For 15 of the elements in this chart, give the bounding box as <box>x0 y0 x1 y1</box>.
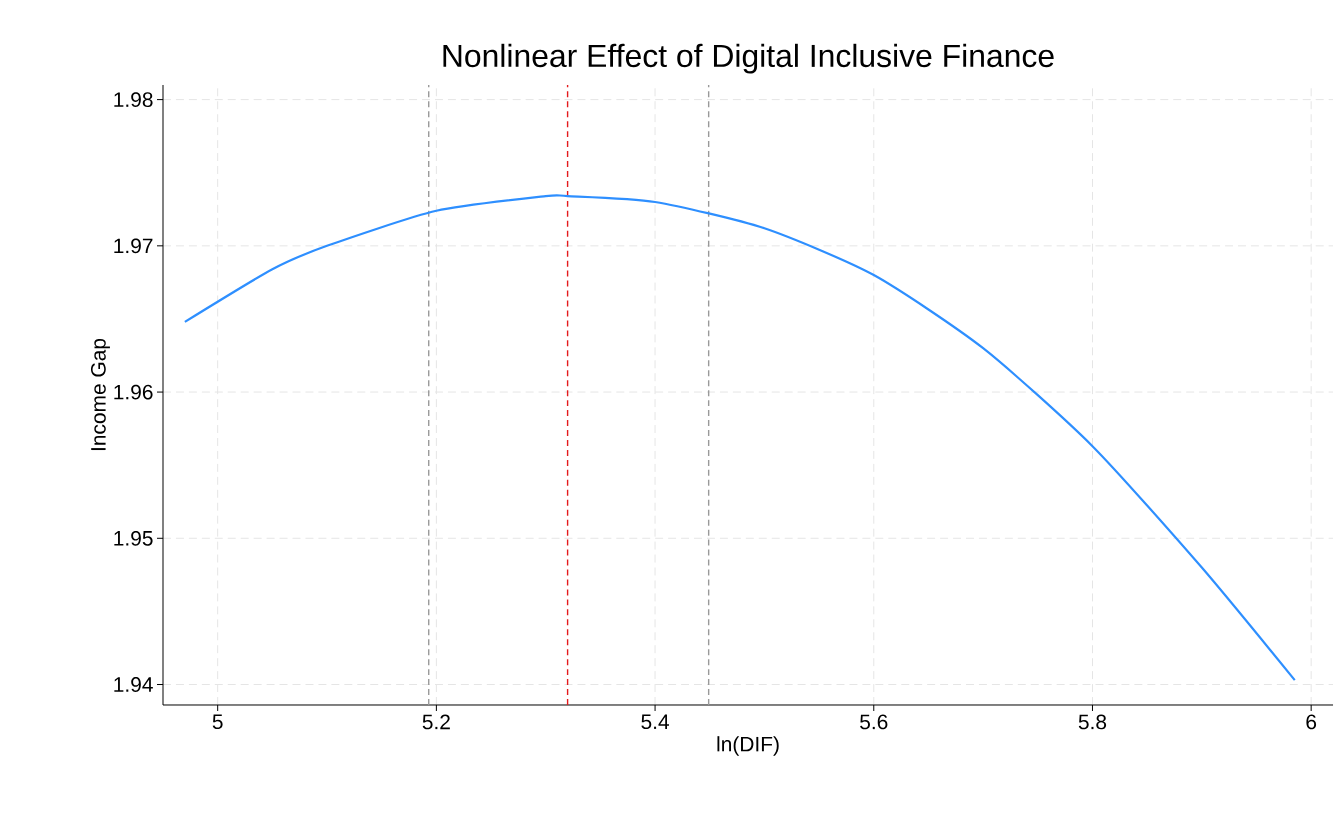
y-tick-label: 1.95 <box>114 530 153 546</box>
y-tick-label: 1.96 <box>114 384 153 400</box>
x-axis-title: ln(DIF) <box>717 736 779 756</box>
x-tick-label: 5.2 <box>422 714 450 730</box>
x-tick-label: 5.4 <box>641 714 669 730</box>
chart-title: Nonlinear Effect of Digital Inclusive Finance <box>443 43 1054 74</box>
y-tick-label: 1.97 <box>114 238 153 254</box>
y-tick-label: 1.98 <box>114 92 153 108</box>
x-tick-label: 5 <box>212 714 223 730</box>
y-tick-label: 1.94 <box>114 677 153 692</box>
x-tick-label: 5.8 <box>1078 714 1107 730</box>
line-series <box>183 194 1296 682</box>
x-tick-label: 5.6 <box>860 714 888 730</box>
x-tick-label: 6 <box>1306 714 1317 730</box>
y-axis-title: Income Gap <box>90 338 110 451</box>
